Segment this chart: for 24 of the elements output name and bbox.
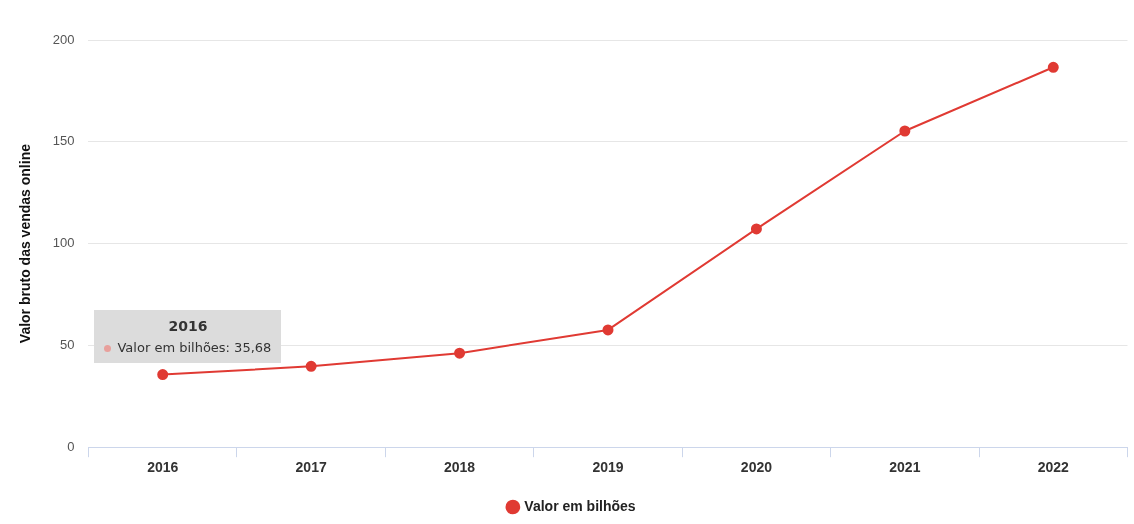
legend-label: Valor em bilhões: [524, 497, 636, 514]
point: [157, 369, 169, 381]
point: [1047, 61, 1059, 73]
point: [305, 360, 317, 372]
y-tick-label: 200: [52, 31, 75, 47]
annotation: 2016: [167, 317, 209, 334]
y-tick-label: 100: [52, 235, 75, 251]
y-axis-title: Valor bruto das vendas online: [17, 143, 34, 344]
point: [750, 223, 762, 235]
x-tick-label: 2022: [1037, 459, 1070, 476]
y-tick-label: 0: [67, 438, 75, 454]
point: [454, 347, 466, 359]
x-tick-label: 2021: [889, 459, 921, 476]
x-tick-label: 2019: [592, 459, 624, 476]
point: [899, 125, 911, 137]
tooltip-box: 2016 Valor em bilhões: 35,68: [94, 309, 282, 363]
annotation: Valor em bilhões: 35,68: [116, 339, 272, 355]
x-tick-label: 2018: [443, 459, 476, 476]
x-tick-label: 2020: [740, 459, 773, 476]
point: [602, 324, 614, 336]
y-tick-label: 150: [52, 133, 75, 149]
y-tick-label: 50: [60, 336, 75, 352]
x-tick-label: 2016: [147, 459, 179, 476]
x-tick-label: 2017: [295, 459, 327, 476]
